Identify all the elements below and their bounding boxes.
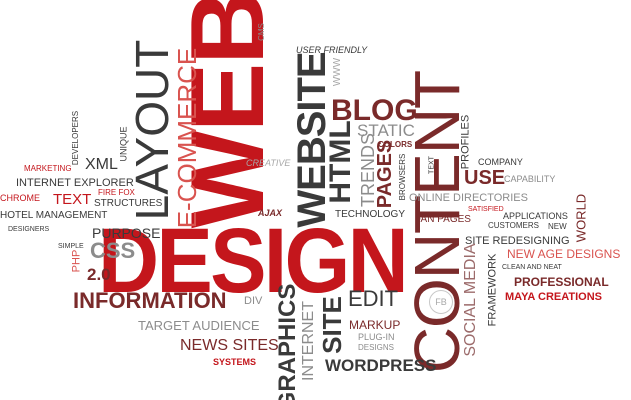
word-cms: CMS <box>257 23 266 41</box>
word-company: COMPANY <box>478 157 523 167</box>
word-framework: FRAMEWORK <box>486 253 499 327</box>
word-structures: STRUCTURES <box>94 198 163 209</box>
word-applications: APPLICATIONS <box>503 211 568 221</box>
word-technology: TECHNOLOGY <box>335 209 406 220</box>
word-text-small: TEXT <box>428 156 436 174</box>
word-firefox: FIRE FOX <box>98 188 135 197</box>
word-purpose: PURPOSE <box>92 225 161 241</box>
word-layout: LAYOUT <box>126 39 178 221</box>
word-xml: XML <box>85 156 118 173</box>
word-site: SITE <box>317 296 347 354</box>
word-hotel-management: HOTEL MANAGEMENT <box>0 210 108 221</box>
word-fan-pages: FAN PAGES <box>415 214 471 225</box>
word-colors: COLORS <box>378 140 413 149</box>
word-site-redesigning: SITE REDESIGNING <box>465 235 570 247</box>
word-browsers: BROWSERS <box>398 153 407 201</box>
word-ecommerce: E-COMMERCE <box>172 47 202 229</box>
word-designs: DESIGNS <box>358 343 395 352</box>
word-div: DIV <box>244 295 263 307</box>
word-developers: DEVELOPERS <box>71 110 80 166</box>
word-satisfied: SATISFIED <box>468 206 504 213</box>
word-blog: BLOG <box>331 94 418 127</box>
word-chrome: CHROME <box>0 193 40 203</box>
word-unique: UNIQUE <box>118 126 129 162</box>
word-edit: EDIT <box>348 286 399 311</box>
word-clean-and-neat: CLEAN AND NEAT <box>502 264 562 271</box>
word-pages: PAGES <box>374 139 396 209</box>
word-capability: CAPABILITY <box>504 174 556 184</box>
word-2-0: 2.0 <box>87 265 111 284</box>
word-markup: MARKUP <box>349 318 401 332</box>
word-ajax: AJAX <box>258 208 283 218</box>
word-trends: TRENDS <box>358 132 378 208</box>
word-online-directories: ONLINE DIRECTORIES <box>409 192 528 204</box>
word-new: NEW <box>548 222 567 231</box>
word-designers: DESIGNERS <box>8 226 50 233</box>
word-www: WWW <box>332 57 343 87</box>
word-internet-explorer: INTERNET EXPLORER <box>16 177 134 189</box>
word-target-audience: TARGET AUDIENCE <box>138 318 260 333</box>
word-professional: PROFESSIONAL <box>514 275 609 289</box>
word-information: INFORMATION <box>73 288 227 313</box>
word-internet: INTERNET <box>300 301 317 381</box>
word-user-friendly: USER FRIENDLY <box>296 45 368 55</box>
word-css: CSS <box>90 238 136 263</box>
word-use: USE <box>464 167 506 189</box>
word-graphics: GRAPHICS <box>274 283 301 400</box>
word-html: HTML <box>324 120 357 204</box>
word-fb: FB <box>429 290 453 314</box>
word-static: STATIC <box>357 121 415 140</box>
word-creative: CREATIVE <box>246 158 291 168</box>
word-php: PHP <box>70 249 83 273</box>
word-wordpress: WORDPRESS <box>325 356 437 375</box>
word-social-media: SOCIAL MEDIA <box>462 243 479 357</box>
word-new-age-designs: NEW AGE DESIGNS <box>507 247 621 261</box>
word-customers: CUSTOMERS <box>488 221 539 230</box>
word-maya-creations: MAYA CREATIONS <box>505 291 602 303</box>
word-simple: SIMPLE <box>58 243 84 250</box>
word-text-red: TEXT <box>53 191 92 208</box>
word-world: WORLD <box>573 193 589 243</box>
word-plug-in: PLUG-IN <box>358 332 395 342</box>
word-marketing: MARKETING <box>24 164 72 173</box>
word-design: DESIGN <box>98 210 409 312</box>
word-profiles: PROFILES <box>459 114 472 170</box>
word-systems: SYSTEMS <box>213 357 257 367</box>
word-news-sites: NEWS SITES <box>180 337 279 354</box>
